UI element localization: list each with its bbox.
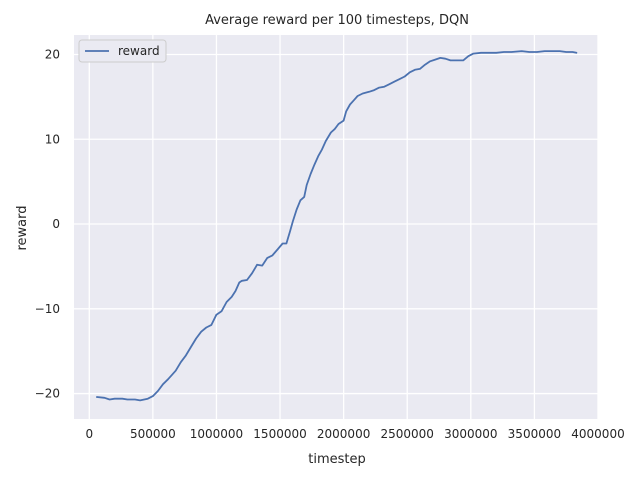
y-tick-label: −10 [35,302,60,316]
series-line-reward [96,50,578,402]
x-axis-label: timestep [308,452,366,467]
x-tick-label: 3000000 [444,427,497,441]
legend-label-reward: reward [118,44,160,58]
x-tick-label: 1000000 [190,427,243,441]
series-layer [96,50,578,402]
chart-title: Average reward per 100 timesteps, DQN [205,13,469,28]
x-tick-label: 500000 [130,427,176,441]
y-tick-label: 20 [45,47,60,61]
legend: reward [78,39,167,63]
x-tick-label: 2500000 [380,427,433,441]
x-tick-label: 2000000 [317,427,370,441]
x-tick-label: 1500000 [253,427,306,441]
y-tick-label: −20 [35,387,60,401]
x-tick-label: 0 [85,427,93,441]
y-tick-label: 10 [45,132,60,146]
x-tick-label: 4000000 [571,427,624,441]
y-tick-label: 0 [52,217,60,231]
plot-area [74,35,598,419]
x-tick-label: 3500000 [508,427,561,441]
legend-box [78,39,167,63]
x-axis-ticks: 0 500000 1000000 1500000 2000000 2500000 30000… [85,427,624,441]
y-axis-ticks: −20 −10 0 10 20 [35,47,60,400]
y-axis-label: reward [15,205,30,250]
gridlines [74,35,599,419]
